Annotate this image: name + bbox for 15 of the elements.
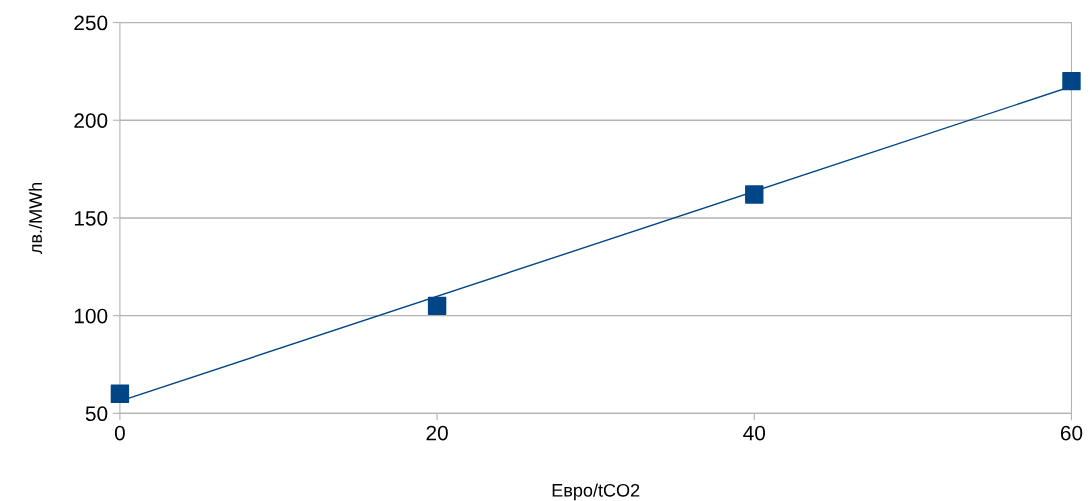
x-tick-label: 60 [1060, 425, 1083, 441]
y-tick-label: 100 [74, 308, 108, 324]
y-tick-label: 150 [74, 210, 108, 226]
point [1062, 71, 1081, 91]
y-tick-label: 250 [74, 15, 108, 31]
y-axis-title: лв./MWh [28, 182, 42, 254]
y-tick-label: 50 [85, 406, 108, 422]
point [110, 384, 130, 403]
point [745, 185, 764, 204]
y-tick-label: 200 [74, 113, 108, 128]
x-tick-label: 0 [114, 425, 125, 441]
x-tick-label: 20 [426, 425, 448, 441]
x-axis-title: Евро/tCO2 [552, 483, 640, 501]
point [427, 296, 447, 316]
x-tick-label: 40 [743, 425, 766, 441]
